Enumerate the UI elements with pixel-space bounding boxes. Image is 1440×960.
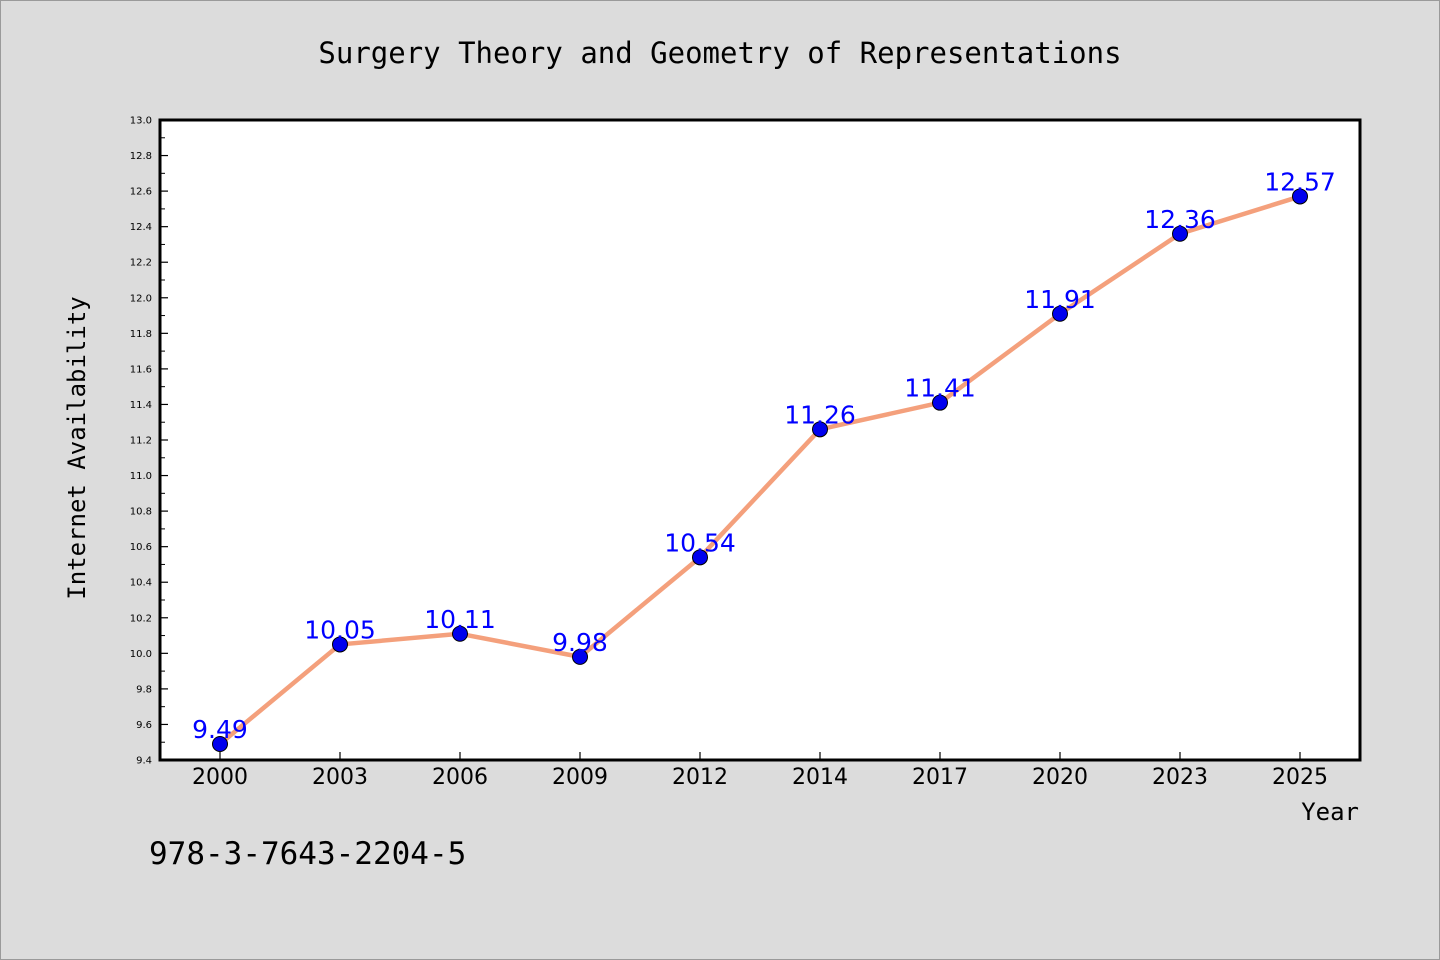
y-tick-label: 12.2: [130, 258, 152, 269]
data-point: [692, 549, 708, 566]
data-point: [572, 648, 588, 665]
data-point: [932, 394, 948, 411]
data-label: 10.54: [664, 528, 736, 557]
data-label: 11.26: [784, 400, 856, 429]
data-point: [812, 421, 828, 438]
y-tick-label: 10.0: [130, 649, 152, 660]
data-point: [332, 636, 348, 653]
y-tick-label: 13.0: [130, 116, 152, 127]
data-label: 10.11: [424, 605, 496, 634]
data-label: 12.57: [1264, 167, 1336, 196]
y-tick-label: 9.8: [136, 684, 152, 695]
y-tick-label: 11.6: [130, 364, 152, 375]
data-label: 11.91: [1024, 285, 1096, 314]
data-point: [1172, 225, 1188, 242]
x-tick-label: 2014: [792, 765, 848, 790]
y-tick-label: 12.4: [130, 222, 152, 233]
y-tick-label: 9.6: [136, 720, 152, 731]
data-label: 10.05: [304, 615, 376, 644]
plot-area: [158, 118, 1362, 762]
y-tick-label: 9.4: [136, 756, 152, 767]
x-tick-label: 2000: [192, 765, 248, 790]
y-tick-label: 12.8: [130, 151, 152, 162]
isbn-text: 978-3-7643-2204-5: [149, 836, 466, 872]
data-label: 11.41: [904, 374, 976, 403]
y-tick-label: 10.4: [130, 578, 152, 589]
x-tick-label: 2017: [912, 765, 968, 790]
data-point: [1292, 188, 1308, 205]
x-tick-label: 2025: [1272, 765, 1328, 790]
y-tick-label: 10.2: [130, 613, 152, 624]
x-tick-label: 2006: [432, 765, 488, 790]
x-tick-label: 2023: [1152, 765, 1208, 790]
y-tick-label: 12.6: [130, 187, 152, 198]
x-tick-label: 2020: [1032, 765, 1088, 790]
y-tick-label: 10.8: [130, 507, 152, 518]
data-point: [212, 736, 228, 752]
y-tick-label: 10.6: [130, 542, 152, 553]
y-tick-label: 11.0: [130, 471, 152, 482]
y-axis-label: Internet Availability: [63, 296, 91, 599]
y-axis-ticks: 9.4 9.6 9.8 10.0 10.2 10.4 10.6 10.8 11.0 11.2 11.…: [130, 116, 168, 767]
x-tick-label: 2009: [552, 765, 608, 790]
data-label: 12.36: [1144, 205, 1216, 234]
x-tick-label: 2012: [672, 765, 728, 790]
data-point: [452, 625, 468, 642]
series-line: [217, 194, 1303, 747]
y-tick-label: 11.2: [130, 436, 152, 447]
y-tick-label: 11.8: [130, 329, 152, 340]
x-tick-label: 2003: [312, 765, 368, 790]
x-axis-label: Year: [1301, 798, 1359, 826]
data-label: 9.98: [552, 628, 608, 657]
series-layer: 9.49 10.05 10.11 9.98 10.54 11.26 11.41 11.91 12…: [192, 167, 1336, 752]
data-label: 9.49: [192, 715, 248, 744]
chart-title: Surgery Theory and Geometry of Represent…: [318, 36, 1121, 70]
data-point: [1052, 305, 1068, 322]
y-tick-label: 12.0: [130, 293, 152, 304]
y-tick-label: 11.4: [130, 400, 152, 411]
x-axis-ticks: 2000 2003 2006 2009 2012 2014 2017 2020 2023 2025: [192, 752, 1328, 790]
